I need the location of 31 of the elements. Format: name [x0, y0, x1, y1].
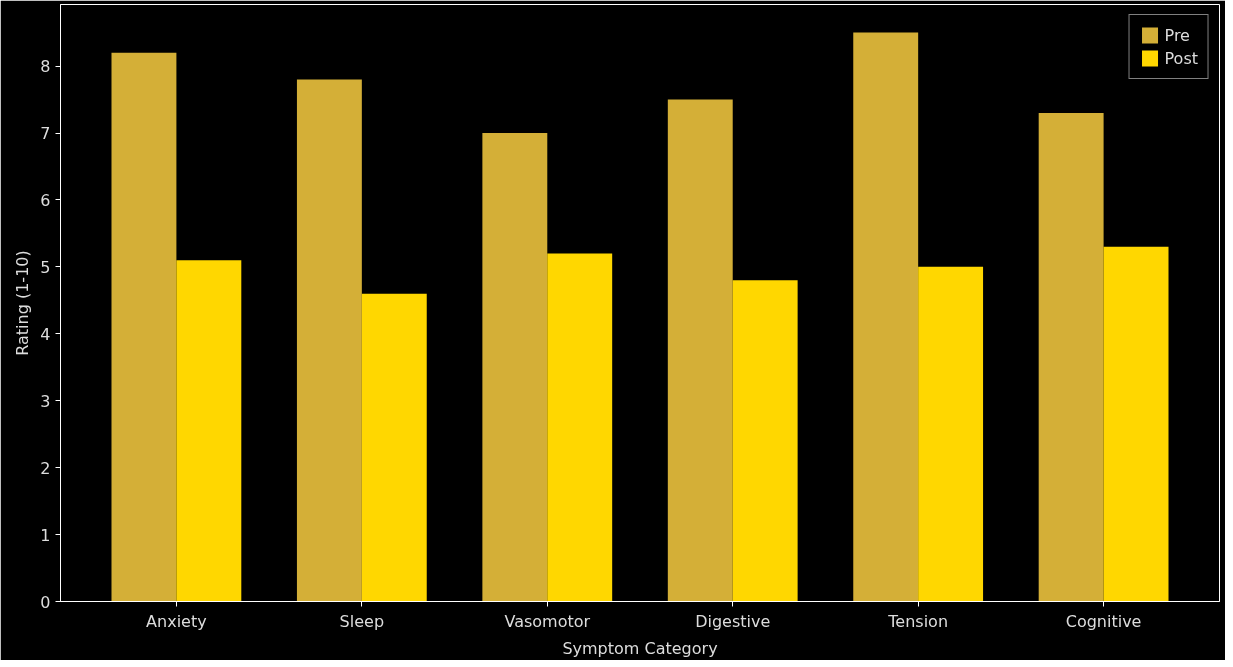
x-tick-label: Tension: [887, 611, 949, 631]
bar: [547, 253, 613, 602]
y-axis-title: Rating (1-10): [13, 250, 33, 356]
bar: [361, 293, 427, 602]
x-tick-label: Cognitive: [1065, 611, 1142, 631]
y-tick-label: 0: [40, 592, 51, 612]
legend-label: Post: [1164, 48, 1198, 68]
x-tick-label: Digestive: [695, 611, 771, 631]
bar: [176, 260, 242, 602]
x-tick-label: Sleep: [339, 611, 385, 631]
bar: [482, 133, 548, 602]
bar: [1038, 112, 1104, 602]
y-tick-label: 5: [40, 257, 51, 277]
bar: [853, 32, 919, 602]
x-axis-title: Symptom Category: [562, 638, 718, 658]
bar: [111, 52, 177, 602]
legend-label: Pre: [1164, 25, 1190, 45]
x-tick-label: Anxiety: [146, 611, 207, 631]
y-tick-label: 7: [40, 124, 51, 143]
x-tick-label: Vasomotor: [504, 611, 591, 631]
y-tick-label: 1: [40, 525, 51, 545]
y-tick-label: 8: [40, 57, 51, 77]
bar: [296, 79, 362, 602]
y-tick-label: 4: [40, 324, 51, 344]
bar: [667, 99, 733, 602]
y-tick-label: 2: [40, 458, 51, 478]
bar: [1103, 246, 1169, 602]
y-tick-label: 3: [40, 391, 51, 411]
bar: [732, 280, 798, 602]
y-tick-label: 6: [40, 190, 51, 210]
bar: [918, 266, 984, 602]
